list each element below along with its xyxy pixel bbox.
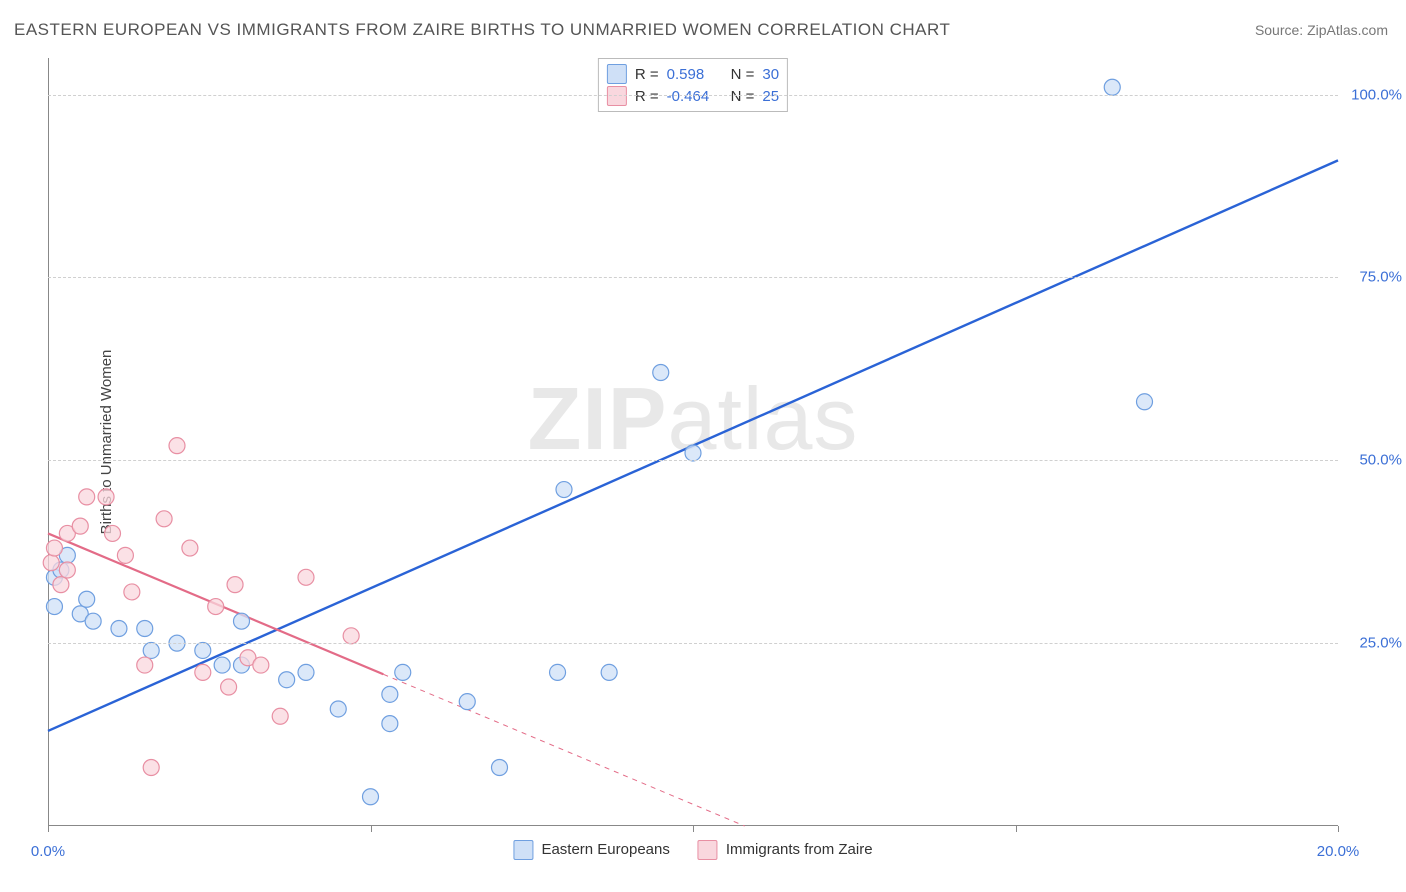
gridline [48, 277, 1338, 278]
y-tick-label: 25.0% [1359, 635, 1402, 652]
legend-correlation: R =0.598 N =30 R =-0.464 N =25 [598, 58, 788, 112]
legend-item: Immigrants from Zaire [698, 840, 873, 860]
y-tick-label: 50.0% [1359, 452, 1402, 469]
gridline [48, 95, 1338, 96]
x-tick-label: 20.0% [1317, 843, 1360, 860]
chart-title: EASTERN EUROPEAN VS IMMIGRANTS FROM ZAIR… [14, 20, 950, 40]
y-tick-label: 75.0% [1359, 269, 1402, 286]
legend-row: R =-0.464 N =25 [607, 85, 779, 107]
x-tick [1016, 826, 1017, 832]
x-tick-label: 0.0% [31, 843, 65, 860]
gridline [48, 643, 1338, 644]
chart-svg [48, 58, 1338, 826]
x-tick [1338, 826, 1339, 832]
legend-item: Eastern Europeans [513, 840, 669, 860]
y-tick-label: 100.0% [1351, 86, 1402, 103]
source-label: Source: ZipAtlas.com [1255, 22, 1388, 38]
x-tick [371, 826, 372, 832]
plot-area: Births to Unmarried Women ZIPatlas R =0.… [48, 58, 1338, 826]
legend-row: R =0.598 N =30 [607, 63, 779, 85]
gridline [48, 460, 1338, 461]
x-tick [693, 826, 694, 832]
legend-series: Eastern Europeans Immigrants from Zaire [513, 840, 872, 860]
x-tick [48, 826, 49, 832]
